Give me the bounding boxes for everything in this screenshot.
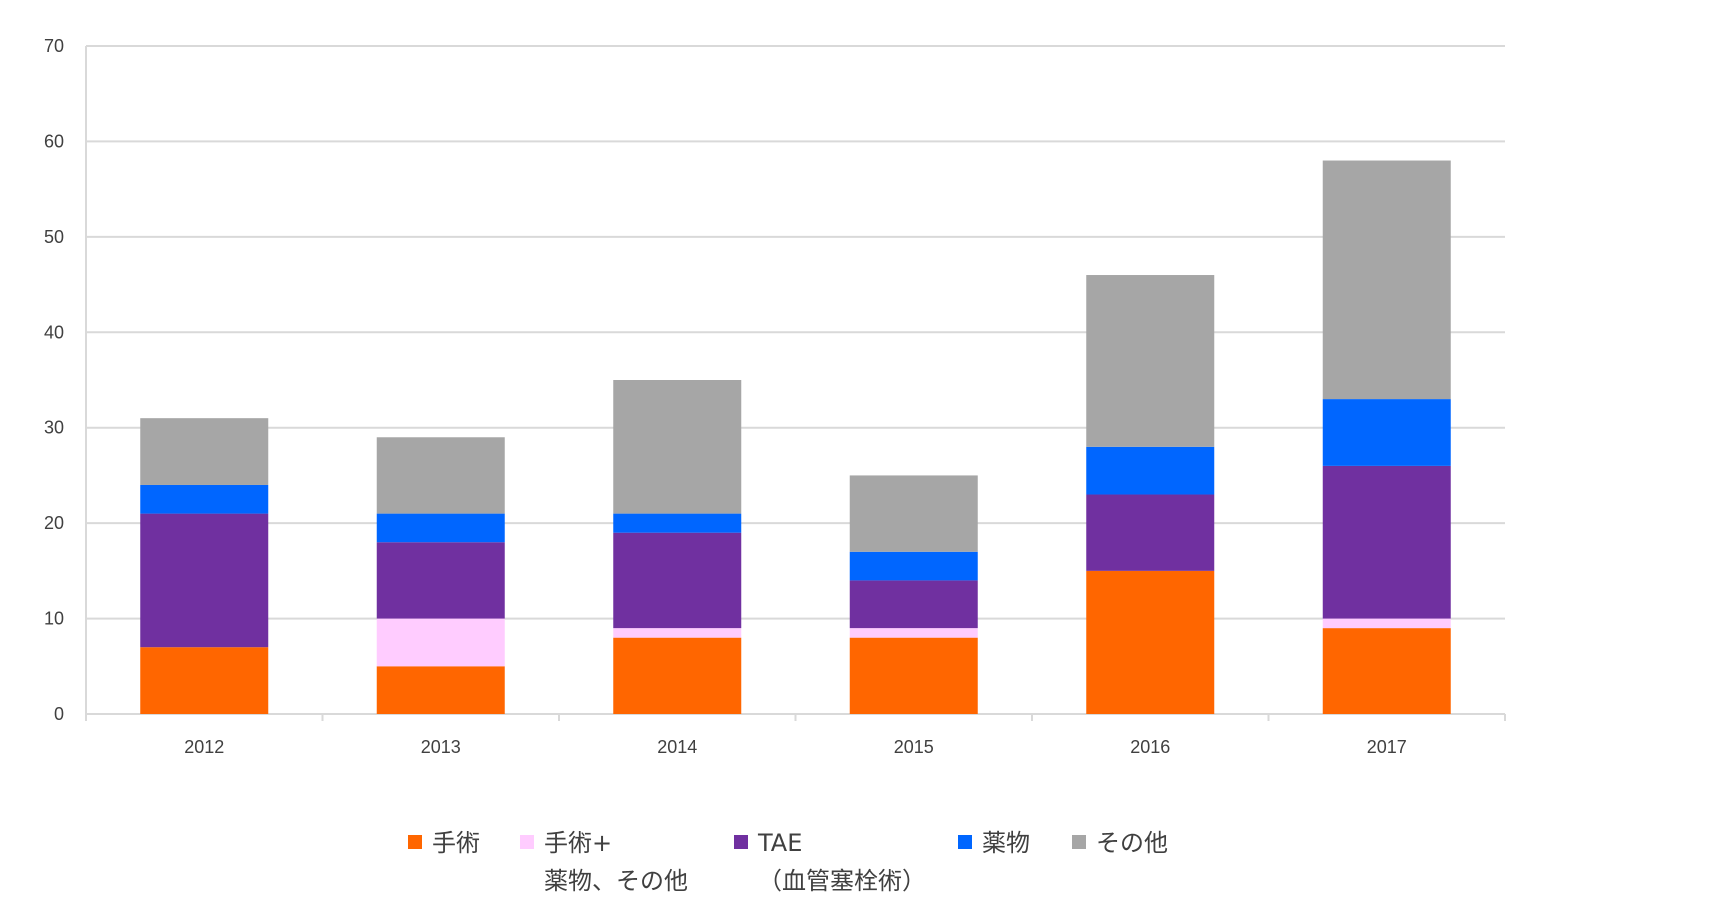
bar-segment-2013-4 <box>376 437 505 514</box>
bar-segment-2012-2 <box>140 513 269 648</box>
bar-segment-2016-0 <box>1086 570 1215 714</box>
legend-label: 薬物 <box>982 829 1030 857</box>
bar-segment-2016-2 <box>1086 494 1215 571</box>
legend-swatch-0 <box>408 835 422 849</box>
bar-segment-2013-0 <box>376 666 505 714</box>
bar-segment-2016-4 <box>1086 275 1215 447</box>
bar-segment-2014-3 <box>613 513 742 533</box>
y-tick-label: 40 <box>44 322 64 342</box>
legend-swatch-4 <box>1072 835 1086 849</box>
bar-segment-2016-3 <box>1086 446 1215 495</box>
bar-segment-2014-0 <box>613 637 742 714</box>
x-tick-label: 2013 <box>421 737 461 757</box>
legend-swatch-1 <box>520 835 534 849</box>
bar-segment-2012-3 <box>140 484 269 514</box>
y-tick-label: 50 <box>44 227 64 247</box>
legend-label: TAE （血管塞栓術） <box>757 829 926 895</box>
x-tick-label: 2015 <box>894 737 934 757</box>
legend-swatch-2 <box>734 835 748 849</box>
x-tick-label: 2014 <box>657 737 697 757</box>
bar-segment-2017-0 <box>1322 628 1451 714</box>
bar-segment-2015-2 <box>849 580 978 629</box>
bar-segment-2015-3 <box>849 551 978 581</box>
bar-segment-2012-0 <box>140 647 269 714</box>
x-tick-label: 2012 <box>184 737 224 757</box>
bar-segment-2013-3 <box>376 513 505 543</box>
bar-segment-2017-3 <box>1322 399 1451 466</box>
bar-segment-2015-1 <box>849 628 978 638</box>
y-tick-label: 20 <box>44 513 64 533</box>
bar-segment-2015-4 <box>849 475 978 552</box>
y-tick-label: 30 <box>44 418 64 438</box>
bar-segment-2013-1 <box>376 618 505 667</box>
y-tick-label: 0 <box>54 704 64 724</box>
bar-segment-2012-4 <box>140 418 269 485</box>
bar-segment-2017-2 <box>1322 465 1451 619</box>
x-tick-label: 2016 <box>1130 737 1170 757</box>
bar-segment-2017-1 <box>1322 618 1451 629</box>
bar-segment-2013-2 <box>376 542 505 619</box>
bar-segment-2014-1 <box>613 628 742 638</box>
bar-segment-2017-4 <box>1322 160 1451 400</box>
legend-swatch-3 <box>958 835 972 849</box>
y-tick-label: 70 <box>44 36 64 56</box>
legend-label: その他 <box>1096 829 1168 857</box>
y-tick-label: 60 <box>44 131 64 151</box>
legend-label: 手術+薬物、その他 <box>544 829 688 895</box>
x-tick-label: 2017 <box>1367 737 1407 757</box>
bar-segment-2015-0 <box>849 637 978 714</box>
bar-segment-2014-2 <box>613 532 742 629</box>
y-tick-label: 10 <box>44 609 64 629</box>
bar-segment-2014-4 <box>613 380 742 514</box>
legend-label: 手術 <box>432 829 480 857</box>
